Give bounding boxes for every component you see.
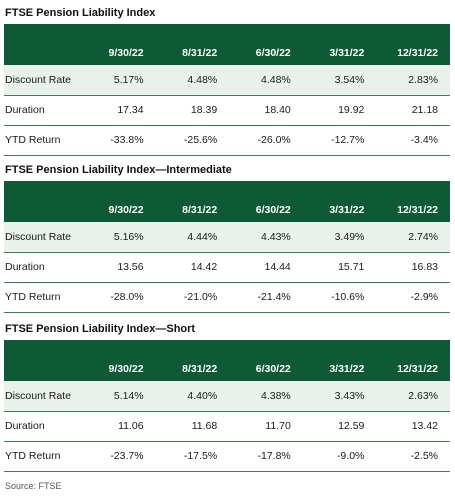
table-cell: 18.40 <box>264 104 291 116</box>
table-cell: -3.4% <box>410 134 438 146</box>
header-cell: 8/31/22 <box>182 47 218 59</box>
table-row: Duration 11.06 11.68 11.70 12.59 13.42 <box>4 411 450 441</box>
table-row: YTD Return -28.0% -21.0% -21.4% -10.6% -… <box>4 282 450 312</box>
table-cell: 3.43% <box>334 389 365 402</box>
table-row: Duration 17.34 18.39 18.40 19.92 21.18 <box>4 95 450 125</box>
table-title: FTSE Pension Liability Index <box>5 7 156 19</box>
table-cell: 4.48% <box>187 73 218 86</box>
table-cell: 3.49% <box>334 230 365 243</box>
header-cell <box>4 181 82 222</box>
header-cell: 3/31/22 <box>329 363 365 375</box>
table-cell: 11.68 <box>191 420 218 432</box>
table-cell: -10.6% <box>331 291 365 303</box>
table-cell: 18.39 <box>190 104 218 116</box>
table-row: Duration 13.56 14.42 14.44 15.71 16.83 <box>4 252 450 282</box>
table-cell: 2.74% <box>408 230 438 243</box>
table-cell: -17.5% <box>183 450 218 462</box>
table-title: FTSE Pension Liability Index—Intermediat… <box>5 164 232 176</box>
table-cell: -12.7% <box>331 134 365 146</box>
table-cell: 21.18 <box>411 104 438 116</box>
table-cell: -23.7% <box>110 450 144 462</box>
header-cell: 9/30/22 <box>108 47 144 59</box>
table-row: Discount Rate 5.17% 4.48% 4.48% 3.54% 2.… <box>4 65 450 95</box>
row-label: YTD Return <box>5 450 61 462</box>
table-cell: 4.48% <box>261 73 291 86</box>
header-cell <box>4 340 82 381</box>
table-cell: 12.59 <box>338 420 365 432</box>
table-cell: 17.34 <box>117 104 144 116</box>
table-cell: 14.42 <box>190 261 218 273</box>
table-cell: 3.54% <box>334 73 365 86</box>
row-label: Discount Rate <box>5 230 71 243</box>
header-cell: 12/31/22 <box>397 363 438 375</box>
row-label: Duration <box>5 261 45 273</box>
row-label: Discount Rate <box>5 73 71 86</box>
table-cell: 4.40% <box>187 389 218 402</box>
table-cell: 11.06 <box>118 420 144 432</box>
header-cell: 12/31/22 <box>397 204 438 216</box>
source-note: Source: FTSE <box>5 481 62 491</box>
data-table: 9/30/22 8/31/22 6/30/22 3/31/22 12/31/22… <box>4 340 450 472</box>
row-label: YTD Return <box>5 134 61 146</box>
table-cell: -33.8% <box>110 134 144 146</box>
header-cell: 6/30/22 <box>255 204 291 216</box>
table-cell: 5.17% <box>113 73 144 86</box>
row-label: YTD Return <box>5 291 61 303</box>
table-cell: 13.56 <box>117 261 144 273</box>
table-cell: 5.14% <box>113 389 144 402</box>
table-row: Discount Rate 5.14% 4.40% 4.38% 3.43% 2.… <box>4 381 450 411</box>
header-cell: 6/30/22 <box>255 47 291 59</box>
row-label: Discount Rate <box>5 389 71 402</box>
table-row: YTD Return -33.8% -25.6% -26.0% -12.7% -… <box>4 125 450 155</box>
table-row: Discount Rate 5.16% 4.44% 4.43% 3.49% 2.… <box>4 222 450 252</box>
header-cell <box>4 24 82 65</box>
header-row: 9/30/22 8/31/22 6/30/22 3/31/22 12/31/22 <box>4 24 450 65</box>
row-label: Duration <box>5 420 45 432</box>
table-cell: 16.83 <box>411 261 438 273</box>
table-cell: -2.5% <box>410 450 438 462</box>
header-cell: 3/31/22 <box>329 47 365 59</box>
table-cell: 13.42 <box>411 420 438 432</box>
row-label: Duration <box>5 104 45 116</box>
header-cell: 12/31/22 <box>397 47 438 59</box>
table-cell: -28.0% <box>110 291 144 303</box>
data-table: 9/30/22 8/31/22 6/30/22 3/31/22 12/31/22… <box>4 24 450 156</box>
table-cell: 15.71 <box>338 261 365 273</box>
header-row: 9/30/22 8/31/22 6/30/22 3/31/22 12/31/22 <box>4 181 450 222</box>
table-cell: -26.0% <box>257 134 291 146</box>
table-cell: 4.43% <box>261 230 291 243</box>
table-title: FTSE Pension Liability Index—Short <box>5 323 196 335</box>
table-cell: -9.0% <box>336 450 365 462</box>
header-cell: 9/30/22 <box>108 363 144 375</box>
data-table: 9/30/22 8/31/22 6/30/22 3/31/22 12/31/22… <box>4 181 450 313</box>
table-cell: 2.63% <box>408 389 438 402</box>
header-cell: 6/30/22 <box>255 363 291 375</box>
table-cell: -17.8% <box>257 450 291 462</box>
header-row: 9/30/22 8/31/22 6/30/22 3/31/22 12/31/22 <box>4 340 450 381</box>
table-cell: 4.38% <box>261 389 291 402</box>
table-cell: 11.70 <box>265 420 291 432</box>
table-cell: 19.92 <box>338 104 365 116</box>
table-cell: -21.4% <box>257 291 291 303</box>
table-cell: 2.83% <box>408 73 438 86</box>
table-cell: 5.16% <box>113 230 144 243</box>
header-cell: 8/31/22 <box>182 363 218 375</box>
table-cell: 4.44% <box>187 230 218 243</box>
short-table-block: FTSE Pension Liability Index—Short 9/30/… <box>4 318 450 472</box>
table-cell: 14.44 <box>264 261 291 273</box>
intermediate-table-block: FTSE Pension Liability Index—Intermediat… <box>4 159 450 313</box>
header-cell: 3/31/22 <box>329 204 365 216</box>
table-row: YTD Return -23.7% -17.5% -17.8% -9.0% -2… <box>4 441 450 471</box>
header-cell: 9/30/22 <box>108 204 144 216</box>
index-table-block: FTSE Pension Liability Index 9/30/22 8/3… <box>4 2 450 156</box>
table-cell: -2.9% <box>410 291 438 303</box>
table-cell: -21.0% <box>183 291 218 303</box>
table-cell: -25.6% <box>183 134 218 146</box>
header-cell: 8/31/22 <box>182 204 218 216</box>
